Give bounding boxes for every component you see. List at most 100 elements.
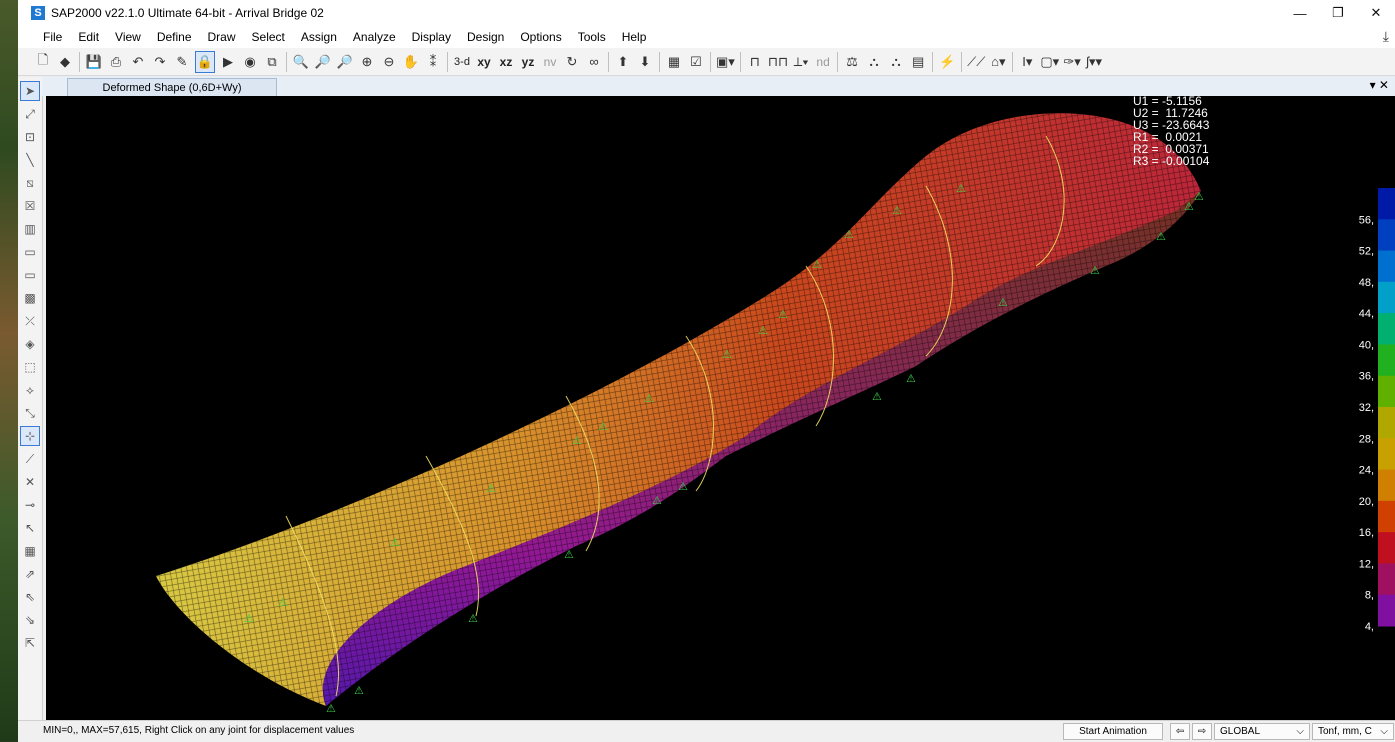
draw-tendon-icon[interactable]: ⬚ <box>24 360 36 374</box>
clear-selection-icon[interactable]: ▦ <box>24 544 36 558</box>
minimize-button[interactable]: — <box>1293 5 1307 21</box>
menu-select[interactable]: Select <box>251 30 285 44</box>
get-previous-icon[interactable]: ↖ <box>24 521 36 535</box>
zoom-in-step-icon[interactable]: ⊕ <box>361 53 373 69</box>
move-down-icon[interactable]: ⬇ <box>639 53 651 69</box>
undo-icon[interactable]: ↶ <box>132 53 144 69</box>
quick-area-icon[interactable]: ▩ <box>24 291 36 305</box>
show-nd-button[interactable]: nd <box>816 54 830 69</box>
restore-button[interactable]: ❐ <box>1332 5 1344 20</box>
print-icon[interactable]: ⎙ <box>110 53 122 69</box>
coordinate-system-select[interactable]: GLOBAL ⌵ <box>1214 723 1310 740</box>
zoom-out-icon[interactable]: 🔎 <box>336 53 354 69</box>
zoom-in-icon[interactable]: 🔎 <box>314 53 332 69</box>
draw-tools-icon[interactable]: ⟋⟋ <box>967 53 986 69</box>
quick-draw-icon[interactable]: ▥ <box>24 222 36 236</box>
previous-select-icon[interactable]: ⇖ <box>24 590 36 604</box>
rotate-view-icon[interactable]: ↻ <box>566 53 578 69</box>
download-icon[interactable]: ⤓ <box>1382 28 1389 44</box>
show-loads-icon[interactable]: ⚖ <box>846 53 858 69</box>
menu-view[interactable]: View <box>115 30 141 44</box>
model-explorer-icon[interactable]: ⧉ <box>267 53 277 69</box>
support-icon: ⚠ <box>652 495 662 507</box>
show-forces-icon[interactable]: ⛬ <box>891 53 901 69</box>
menu-help[interactable]: Help <box>621 30 647 44</box>
menu-edit[interactable]: Edit <box>78 30 100 44</box>
display-options-icon[interactable]: ▣▾ <box>716 53 735 69</box>
move-up-icon[interactable]: ⬆ <box>617 53 629 69</box>
menu-display[interactable]: Display <box>411 30 451 44</box>
menu-analyze[interactable]: Analyze <box>352 30 396 44</box>
deselect-icon[interactable]: ⊸ <box>24 498 36 512</box>
view-3d-button[interactable]: 3-d <box>454 55 470 68</box>
step-back-button[interactable]: ⇦ <box>1170 723 1190 740</box>
lock-icon[interactable]: 🔒 <box>195 50 215 73</box>
draw-frame-icon[interactable]: ╲ <box>26 153 34 167</box>
select-intersect-icon[interactable]: ⟋ <box>25 451 35 466</box>
shape-tools-icon[interactable]: ⌂▾ <box>991 53 1006 69</box>
frame-icon[interactable]: ⊓ <box>749 53 760 69</box>
model-viewport[interactable]: ⚠ ⚠ ⚠ ⚠ ⚠ ⚠ ⚠ ⚠ ⚠ ⚠ ⚠ ⚠ ⚠ ⚠ ⚠ ⚠ ⚠ ⚠ ⚠ ⚠ <box>46 96 1395 720</box>
pointer-icon[interactable]: ➤ <box>20 81 40 101</box>
design-icon[interactable]: ⚡ <box>939 53 956 69</box>
snap-icon[interactable]: ⇱ <box>24 636 36 650</box>
tab-deformed-shape[interactable]: Deformed Shape (0,6D+Wy) <box>67 78 277 96</box>
draw-dimension-icon[interactable]: ⤡ <box>25 405 35 420</box>
paint-icon[interactable]: ✑▾ <box>1063 53 1081 69</box>
menu-design[interactable]: Design <box>466 30 505 44</box>
show-tables-icon[interactable]: ▤ <box>911 53 925 69</box>
open-icon[interactable]: ◆ <box>60 53 70 69</box>
save-icon[interactable]: 💾 <box>85 53 103 69</box>
object-shrink-icon[interactable]: ▦ <box>667 53 681 69</box>
set-display-icon[interactable]: ☑ <box>690 53 702 69</box>
section-icon[interactable]: I▾ <box>1022 53 1033 69</box>
menu-draw[interactable]: Draw <box>207 30 236 44</box>
run-now-icon[interactable]: ◉ <box>244 53 256 69</box>
draw-joint-icon[interactable]: ⊡ <box>24 130 36 144</box>
view-yz-button[interactable]: yz <box>521 54 535 69</box>
draw-section-cut-icon[interactable]: ⟡ <box>26 382 34 397</box>
view-nv-button[interactable]: nv <box>543 54 557 69</box>
menu-file[interactable]: File <box>43 30 63 44</box>
status-text: MIN=0,, MAX=57,615, Right Click on any j… <box>43 725 355 736</box>
new-model-icon[interactable]: 🗋 <box>37 51 49 67</box>
step-forward-button[interactable]: ⇨ <box>1192 723 1212 740</box>
toolbar-separator <box>837 51 839 72</box>
close-button[interactable]: ✕ <box>1370 5 1382 20</box>
zoom-window-icon[interactable]: 🔍 <box>292 53 310 69</box>
draw-brace-icon[interactable]: ☒ <box>24 199 36 213</box>
draw-cable-icon[interactable]: ⧅ <box>26 175 34 190</box>
legend-color-band <box>1378 219 1395 252</box>
link-icon[interactable]: ʃ▾▾ <box>1086 53 1103 69</box>
clear-select-icon[interactable]: ⇘ <box>24 613 36 627</box>
menu-tools[interactable]: Tools <box>577 30 606 44</box>
reshape-icon[interactable]: ⤢ <box>25 106 35 121</box>
draw-link-icon[interactable]: ⤫ <box>25 313 35 328</box>
tab-controls[interactable]: ▾ ✕ <box>1369 78 1389 92</box>
units-select[interactable]: Tonf, mm, C ⌵ <box>1312 723 1394 740</box>
area-icon[interactable]: ▢▾ <box>1040 53 1060 69</box>
frames-icon[interactable]: ⊓⊓ <box>767 53 789 69</box>
menu-define[interactable]: Define <box>156 30 192 44</box>
view-xz-button[interactable]: xz <box>499 54 513 69</box>
draw-rect-area-icon[interactable]: ▭ <box>24 268 36 282</box>
draw-area-icon[interactable]: ▭ <box>24 245 36 259</box>
zoom-out-step-icon[interactable]: ⊖ <box>383 53 395 69</box>
redo-icon[interactable]: ↷ <box>154 53 166 69</box>
window-title: SAP2000 v22.1.0 Ultimate 64-bit - Arriva… <box>51 6 324 20</box>
pan-icon[interactable]: ✋ <box>402 53 420 69</box>
select-all-objects-icon[interactable]: ⇗ <box>24 567 36 581</box>
draw-solid-icon[interactable]: ◈ <box>25 337 35 351</box>
start-animation-button[interactable]: Start Animation <box>1063 723 1163 740</box>
edit-pencil-icon[interactable]: ✎ <box>176 53 188 69</box>
run-analysis-icon[interactable]: ▶ <box>223 53 233 69</box>
select-all-icon[interactable]: ⊹ <box>20 426 40 446</box>
show-results-icon[interactable]: ⛬ <box>869 53 879 69</box>
menu-assign[interactable]: Assign <box>300 30 337 44</box>
select-line-icon[interactable]: ✕ <box>24 475 36 489</box>
truss-icon[interactable]: ⟂▾ <box>793 53 809 69</box>
view-xy-button[interactable]: xy <box>477 54 491 69</box>
rotate-icon[interactable]: ⁑ <box>429 53 437 69</box>
menu-options[interactable]: Options <box>520 30 562 44</box>
perspective-icon[interactable]: ∞ <box>589 54 599 69</box>
